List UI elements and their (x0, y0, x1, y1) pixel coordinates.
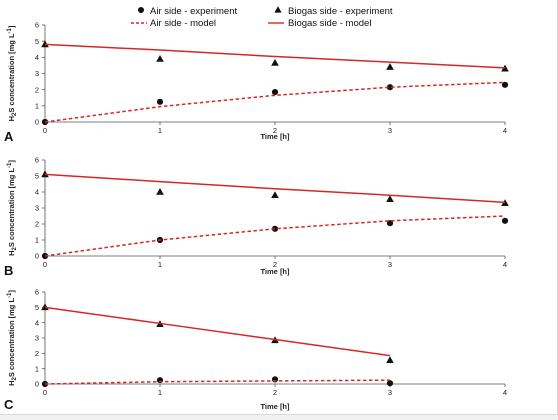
data-point (501, 64, 509, 72)
y-tick-label: 1 (35, 364, 39, 373)
y-tick-label: 0 (35, 118, 39, 127)
y-tick-label: 6 (35, 21, 39, 30)
series-air-side-experiment (41, 217, 509, 260)
x-tick-label: 0 (43, 388, 47, 397)
legend-label: Air side - model (150, 18, 216, 29)
legend-triangle-marker (274, 6, 282, 13)
x-tick-label: 4 (503, 260, 507, 269)
legend-item: Air side - model (131, 18, 216, 29)
y-tick-label: 4 (35, 188, 39, 197)
panel-letter: B (4, 263, 13, 278)
panel-b: 0 1 2 3 4 5 6 0 1 2 3 4 Time [h] H2S concentration [m… (4, 156, 509, 278)
legend-label: Biogas side - model (288, 18, 371, 29)
series-line (44, 173, 506, 204)
legend-item: Biogas side - model (268, 18, 371, 29)
data-point (41, 170, 49, 178)
panel-letter: A (4, 129, 14, 144)
series-biogas-side-experiment (41, 303, 394, 364)
series-biogas-side-experiment (41, 170, 509, 206)
data-point (156, 188, 164, 195)
data-point (386, 63, 394, 70)
series-line (44, 379, 391, 385)
data-point (501, 199, 509, 206)
data-point (41, 40, 49, 48)
data-point (386, 84, 394, 91)
data-point (271, 58, 279, 66)
y-tick-label: 4 (35, 53, 39, 62)
y-tick-label: 0 (35, 380, 39, 389)
legend-item: Air side - experiment (138, 6, 237, 17)
legend-circle-marker (138, 7, 144, 13)
y-tick-label: 3 (35, 69, 39, 78)
y-tick-label: 5 (35, 303, 39, 312)
x-tick-label: 2 (273, 388, 277, 397)
panel-a: 0 1 2 3 4 5 6 0 1 2 3 4 Time [h] H2S concentration [m… (4, 21, 509, 144)
y-tick-label: 1 (35, 236, 39, 245)
data-point (501, 81, 509, 88)
data-point (271, 88, 279, 96)
x-tick-label: 3 (388, 388, 392, 397)
y-tick-label: 5 (35, 172, 39, 181)
data-point (386, 356, 394, 364)
data-point (41, 303, 49, 311)
data-point (156, 98, 164, 105)
x-tick-label: 3 (388, 260, 392, 269)
series-biogas-side-experiment (41, 40, 509, 72)
x-tick-label: 2 (273, 260, 277, 269)
x-tick-label: 4 (503, 126, 507, 135)
y-tick-label: 4 (35, 318, 39, 327)
legend-item: Biogas side - experiment (274, 6, 393, 17)
data-point (271, 225, 279, 232)
x-axis-label: Time [h] (260, 402, 290, 411)
data-point (271, 191, 279, 198)
legend: Air side - experiment Biogas side - exper… (131, 6, 393, 29)
y-tick-label: 2 (35, 85, 39, 94)
x-axis-label: Time [h] (260, 267, 290, 276)
y-axis-label: H2S concentration [mg L-1] (7, 160, 18, 256)
series-line (44, 306, 391, 357)
y-tick-label: 0 (35, 252, 39, 261)
x-tick-label: 1 (158, 126, 162, 135)
x-tick-label: 1 (158, 260, 162, 269)
series-air-side-model (44, 379, 391, 385)
series-biogas-side-model (44, 43, 506, 69)
panel-letter: C (4, 397, 14, 412)
y-tick-label: 3 (35, 204, 39, 213)
data-point (386, 380, 394, 387)
data-point (501, 217, 509, 224)
x-tick-label: 0 (43, 260, 47, 269)
series-air-side-model (44, 215, 506, 257)
x-tick-label: 0 (43, 126, 47, 135)
data-point (156, 54, 164, 62)
y-axis-label: H2S concentration [mg L-1] (7, 25, 18, 121)
series-line (44, 81, 506, 123)
x-axis-label: Time [h] (260, 132, 290, 141)
series-line (44, 215, 506, 257)
y-tick-label: 2 (35, 220, 39, 229)
y-axis-label: H2S concentration [mg L-1] (7, 290, 18, 386)
legend-label: Air side - experiment (150, 6, 237, 17)
panel-c: 0 1 2 3 4 5 6 0 1 2 3 4 Time [h] H2S concentration [m… (4, 288, 507, 412)
x-tick-label: 1 (158, 388, 162, 397)
series-biogas-side-model (44, 306, 391, 357)
y-tick-label: 3 (35, 334, 39, 343)
x-tick-label: 3 (388, 126, 392, 135)
x-tick-label: 2 (273, 126, 277, 135)
x-tick-label: 4 (503, 388, 507, 397)
data-point (386, 195, 394, 202)
y-tick-label: 6 (35, 156, 39, 165)
series-air-side-model (44, 81, 506, 123)
y-tick-label: 5 (35, 37, 39, 46)
y-tick-label: 1 (35, 101, 39, 110)
y-tick-label: 2 (35, 349, 39, 358)
legend-label: Biogas side - experiment (288, 6, 393, 17)
series-air-side-experiment (41, 81, 509, 126)
series-air-side-experiment (41, 376, 394, 388)
series-biogas-side-model (44, 173, 506, 204)
series-line (44, 43, 506, 69)
y-tick-label: 6 (35, 288, 39, 297)
